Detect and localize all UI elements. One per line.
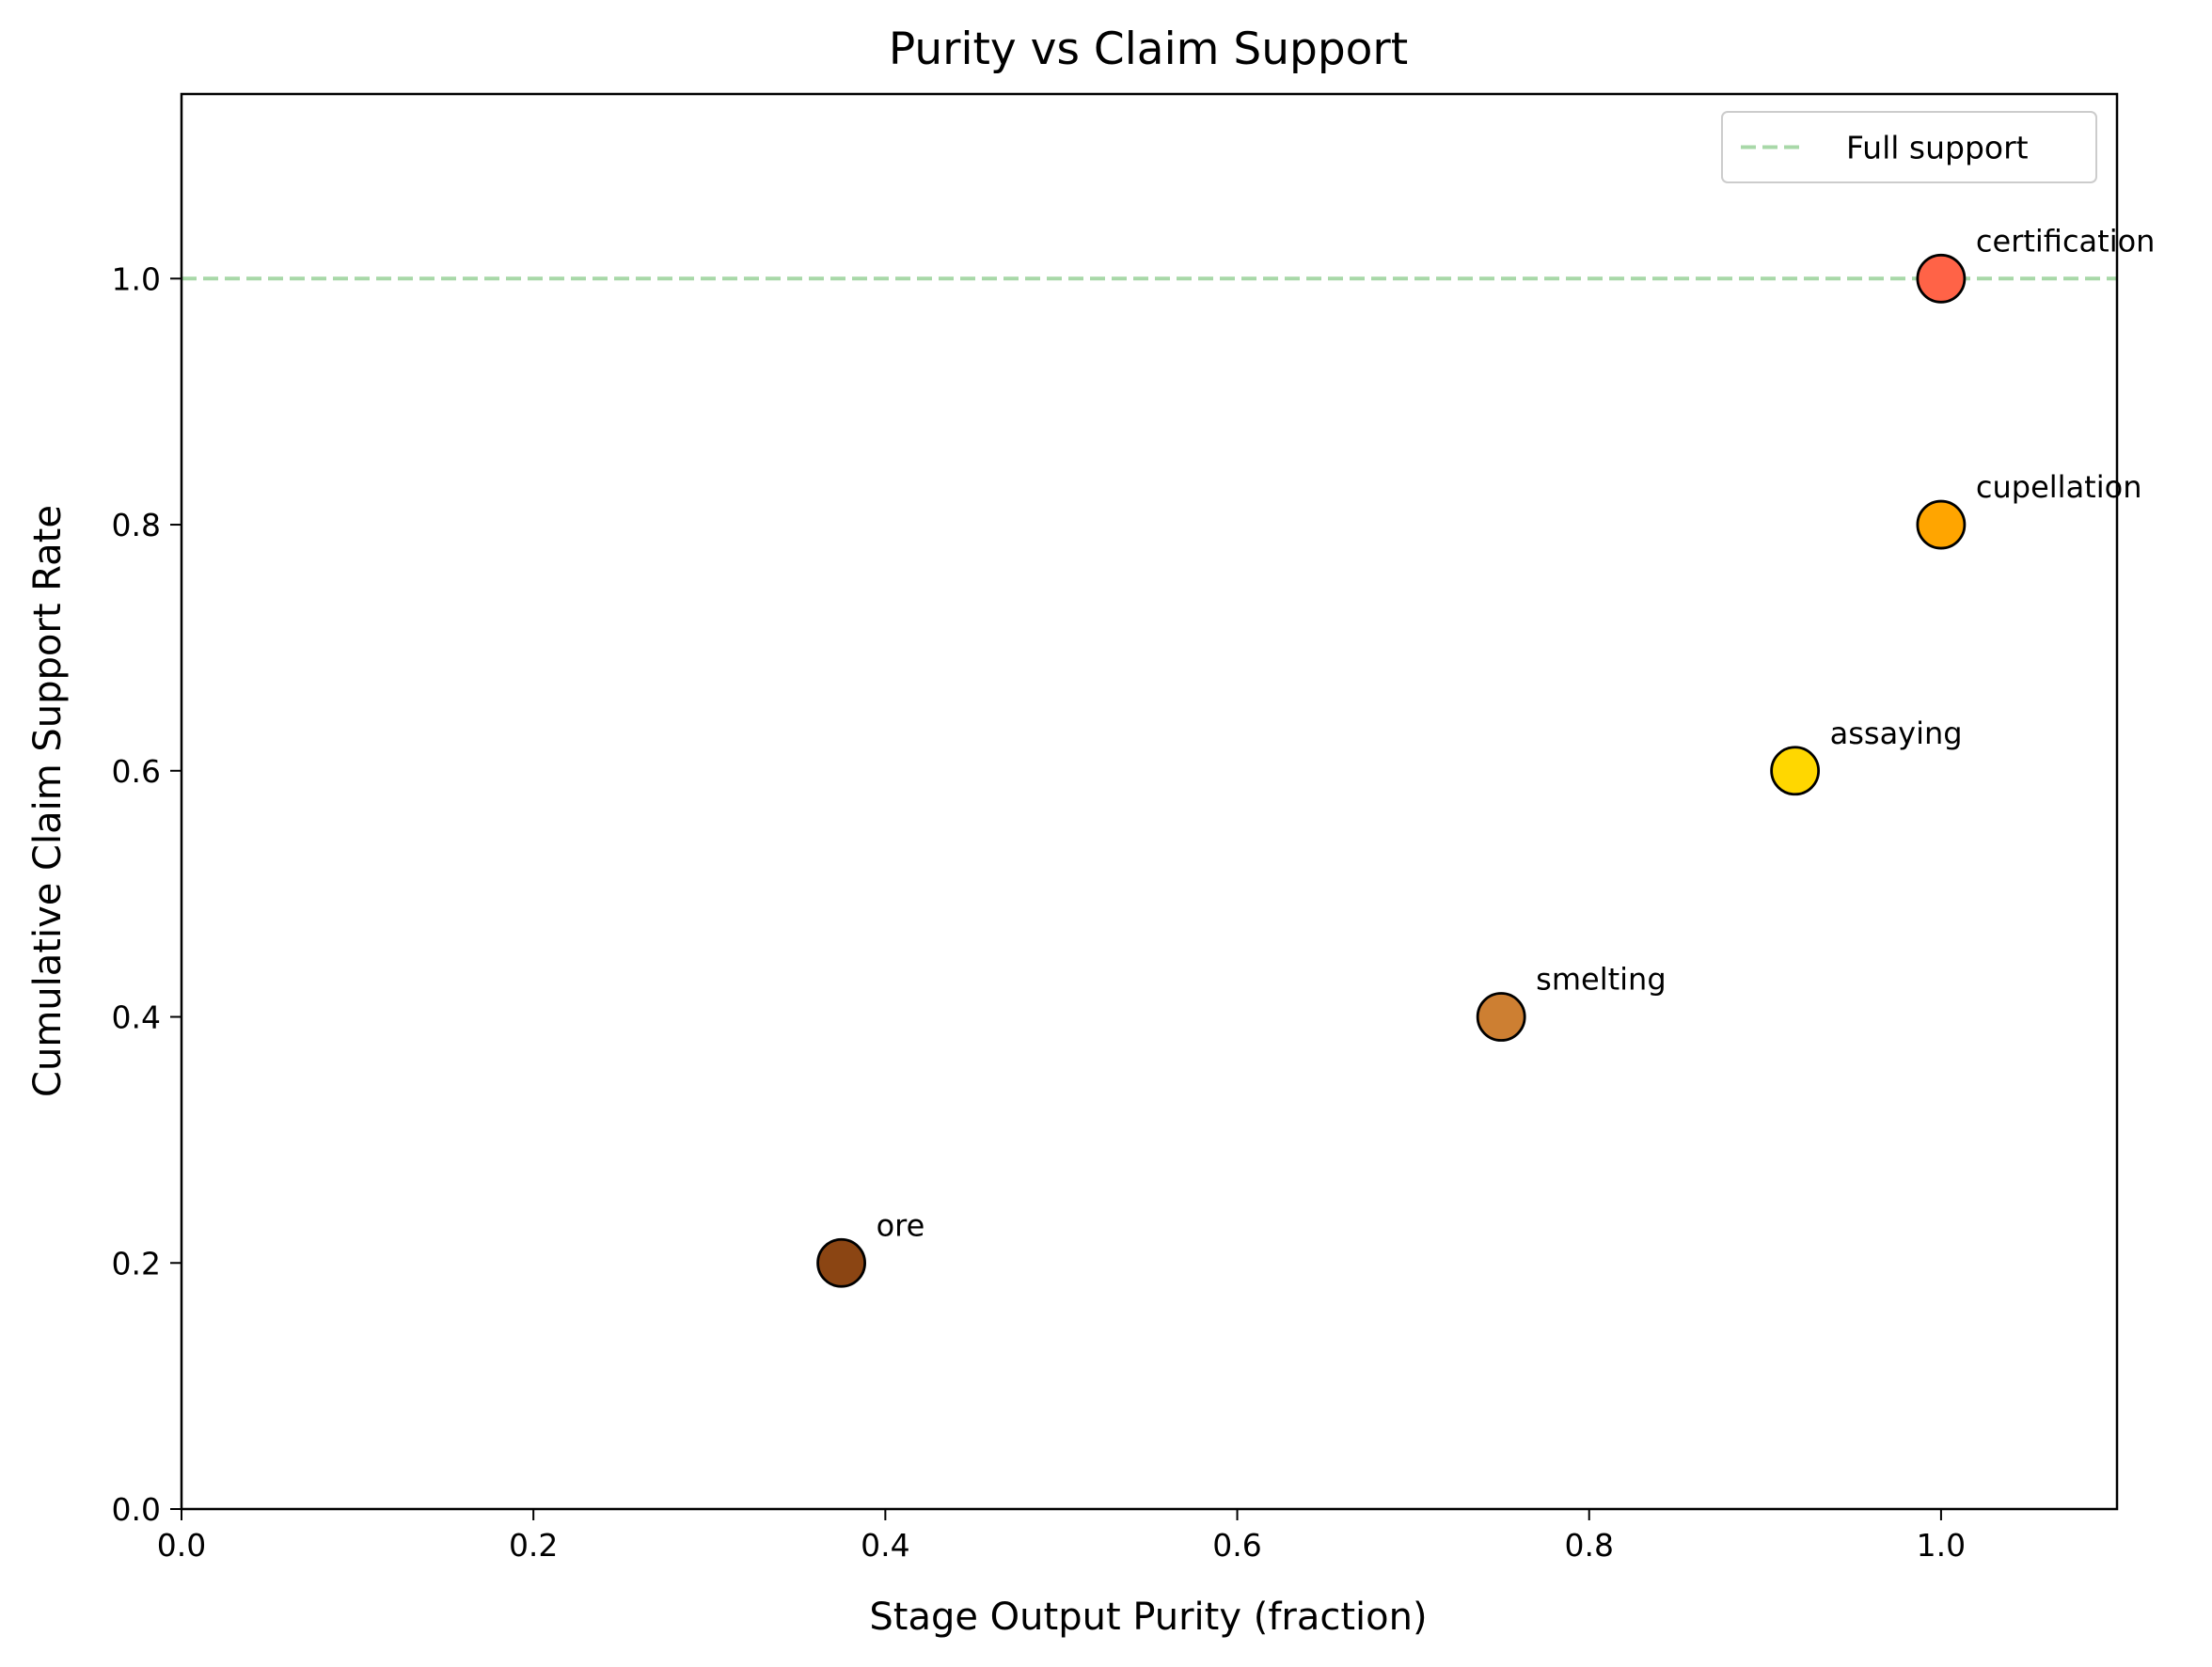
chart-title: Purity vs Claim Support <box>889 24 1408 75</box>
x-tick-label: 0.8 <box>1564 1527 1613 1564</box>
x-tick-label: 0.0 <box>157 1527 206 1564</box>
plot-area: 0.0 0.2 0.4 0.6 0.8 1.0 0.0 0.2 0.4 0.6 0.8 1.0 ore s… <box>112 92 2156 1564</box>
y-tick-label: 0.8 <box>112 507 161 543</box>
data-point-cupellation <box>1916 499 1967 550</box>
x-axis-label: Stage Output Purity (fraction) <box>869 1596 1427 1639</box>
x-tick-label: 0.2 <box>509 1527 558 1564</box>
legend-box <box>1721 111 2097 183</box>
y-axis-label: Cumulative Claim Support Rate <box>26 505 70 1097</box>
data-point-smelting <box>1476 992 1526 1042</box>
y-tick-label: 0.4 <box>112 999 161 1036</box>
y-tick-label: 0.6 <box>112 753 161 790</box>
legend-label-full-support: Full support <box>1846 130 2029 166</box>
data-point-assaying <box>1770 746 1821 796</box>
plot-frame <box>180 92 2119 1511</box>
data-label-assaying: assaying <box>1830 716 1963 751</box>
y-tick-label: 0.0 <box>112 1491 161 1528</box>
y-tick-label: 0.2 <box>112 1245 161 1282</box>
data-point-certification <box>1916 253 1967 304</box>
data-label-ore: ore <box>877 1207 925 1243</box>
data-point-ore <box>816 1237 866 1288</box>
y-tick-label: 1.0 <box>112 260 161 297</box>
x-tick-label: 0.6 <box>1212 1527 1261 1564</box>
legend: Full support <box>1721 111 2097 183</box>
x-tick-label: 0.4 <box>861 1527 909 1564</box>
data-label-smelting: smelting <box>1536 962 1666 998</box>
data-label-certification: certification <box>1976 223 2156 259</box>
data-label-cupellation: cupellation <box>1976 469 2142 505</box>
x-tick-label: 1.0 <box>1917 1527 1966 1564</box>
